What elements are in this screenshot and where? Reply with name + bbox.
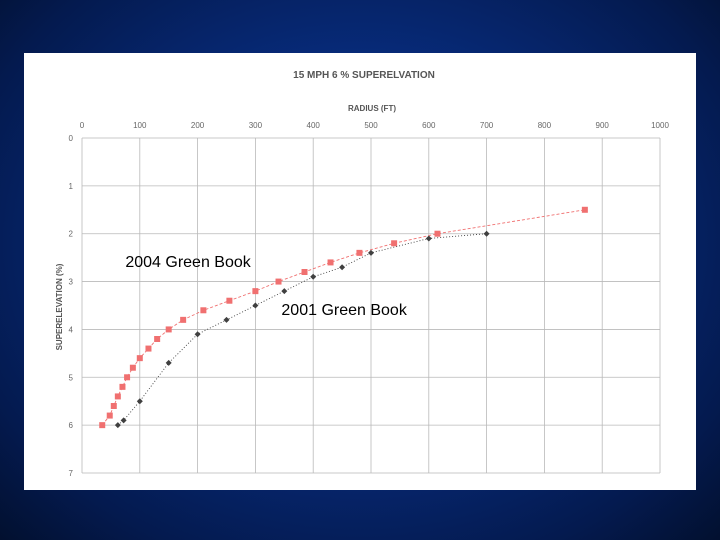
data-point	[223, 316, 230, 323]
data-point	[194, 331, 201, 338]
annotation-label: 2001 Green Book	[281, 302, 407, 319]
data-point	[391, 240, 398, 247]
data-point	[252, 288, 259, 295]
data-point	[110, 403, 117, 409]
data-point	[281, 288, 288, 295]
chart-title: 15 MPH 6 % SUPERELVATION	[293, 70, 435, 81]
data-point	[356, 249, 363, 256]
data-point	[136, 355, 143, 362]
x-tick-label: 200	[191, 121, 205, 130]
y-tick-label: 0	[69, 134, 74, 143]
x-tick-label: 600	[422, 121, 436, 130]
data-point	[310, 273, 317, 280]
data-point	[129, 364, 136, 371]
x-tick-label: 300	[249, 121, 263, 130]
data-point	[114, 393, 121, 400]
slide-panel: 15 MPH 6 % SUPERELVATION RADIUS (FT) SUP…	[24, 53, 696, 490]
data-point	[581, 206, 588, 213]
data-point	[368, 249, 374, 256]
x-tick-label: 900	[596, 121, 610, 130]
x-tick-label: 800	[538, 121, 552, 130]
data-point	[114, 422, 121, 429]
tick-labels: 0 100 200 300 400 500 600 700 800 900 1000 0 1 2 3 4 5 6 7	[69, 121, 670, 478]
y-tick-label: 2	[69, 230, 74, 239]
x-tick-label: 0	[80, 121, 85, 130]
data-point	[119, 383, 126, 390]
data-point	[275, 278, 282, 285]
data-point	[425, 235, 432, 242]
annotation-label: 2004 Green Book	[125, 254, 251, 271]
superelevation-chart: 15 MPH 6 % SUPERELVATION RADIUS (FT) SUP…	[55, 70, 670, 478]
y-tick-label: 7	[69, 469, 74, 478]
data-point	[434, 230, 441, 237]
y-tick-label: 6	[69, 421, 74, 430]
data-point	[180, 316, 187, 323]
data-point	[165, 326, 172, 333]
data-point	[124, 374, 131, 381]
data-point	[106, 412, 113, 419]
series-line-2004-green-book	[101, 209, 585, 426]
x-tick-label: 400	[307, 121, 321, 130]
y-tick-label: 5	[69, 373, 74, 382]
data-point	[145, 345, 152, 352]
x-tick-label: 100	[133, 121, 147, 130]
data-point	[483, 230, 490, 237]
x-tick-label: 1000	[651, 121, 669, 130]
data-point	[200, 307, 207, 314]
annotations: 2004 Green Book 2001 Green Book	[125, 254, 407, 319]
y-tick-label: 1	[69, 182, 74, 191]
data-point	[252, 302, 259, 309]
series-2001-green-book	[114, 230, 490, 429]
y-axis-label: SUPERELEVATION (%)	[55, 263, 64, 350]
data-point	[165, 359, 172, 366]
series-2004-green-book	[99, 206, 588, 429]
data-point	[99, 422, 106, 429]
data-point	[154, 336, 161, 342]
data-series	[99, 206, 588, 429]
x-axis-label: RADIUS (FT)	[348, 104, 396, 113]
data-point	[301, 269, 308, 275]
y-tick-label: 3	[69, 278, 74, 287]
data-point	[120, 417, 127, 424]
data-point	[226, 297, 233, 304]
data-point	[327, 259, 334, 266]
grid-lines	[81, 137, 661, 474]
data-point	[339, 264, 346, 271]
x-tick-label: 500	[364, 121, 378, 130]
data-point	[136, 398, 143, 405]
y-tick-label: 4	[69, 325, 74, 334]
x-tick-label: 700	[480, 121, 494, 130]
